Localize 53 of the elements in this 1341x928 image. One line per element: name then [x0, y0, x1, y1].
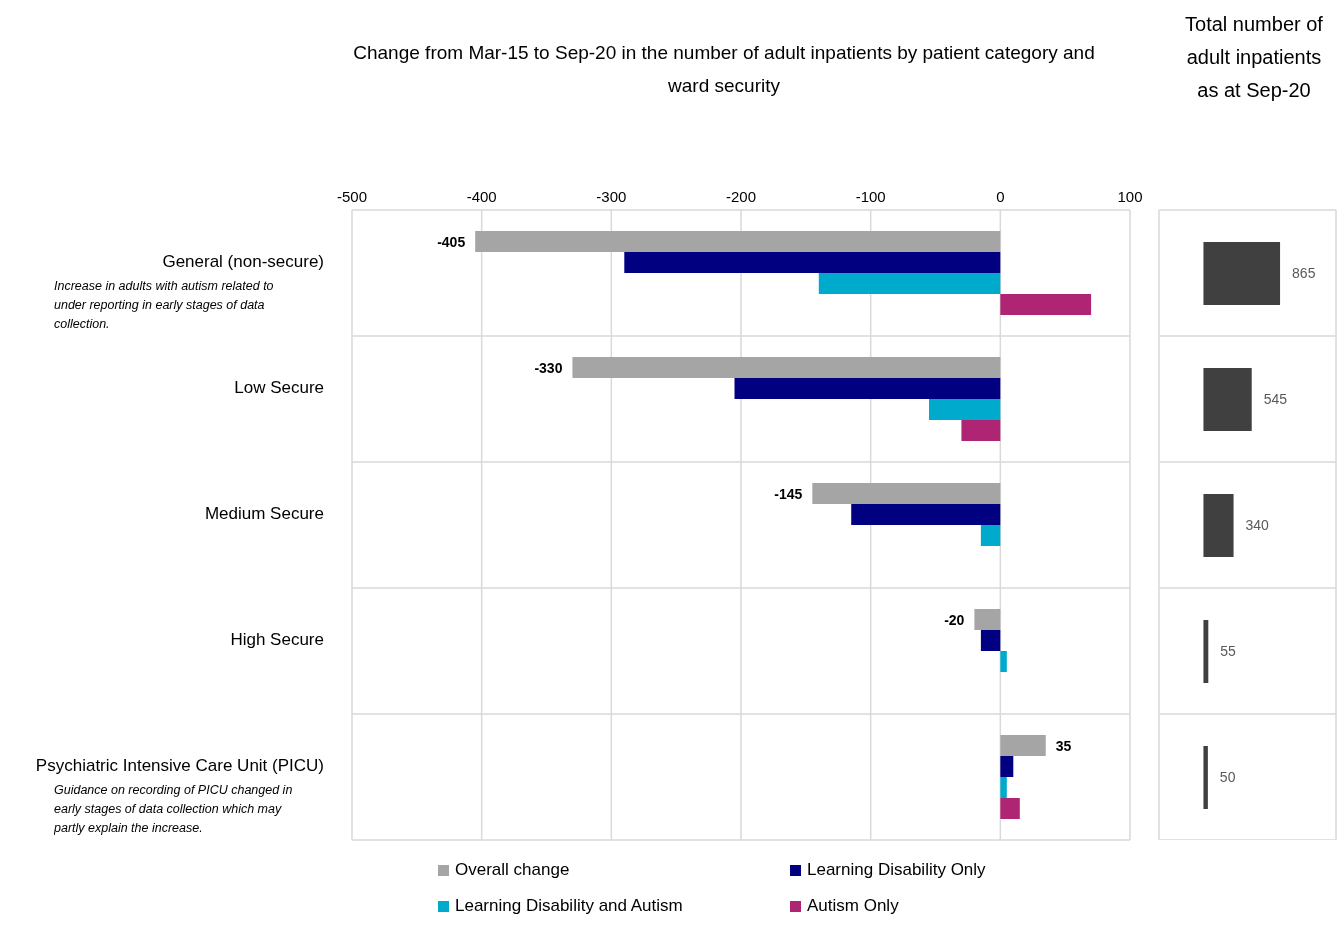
y-tick-label: Low Secure — [234, 378, 324, 397]
x-tick-label: 100 — [1117, 188, 1143, 205]
data-label: -20 — [944, 611, 965, 628]
chart-title: Change from Mar-15 to Sep-20 in the number of adult inpatients by patient category and ward security — [352, 41, 1096, 98]
bar — [961, 420, 1001, 441]
bar — [1000, 294, 1092, 315]
bar — [1000, 777, 1007, 798]
bar — [1000, 798, 1020, 819]
bar — [1203, 368, 1252, 431]
bar — [734, 378, 1001, 399]
x-tick-label: -400 — [466, 188, 497, 205]
data-label: 35 — [1055, 737, 1072, 754]
data-label: 55 — [1220, 643, 1237, 660]
legend-label: Learning Disability Only — [807, 860, 986, 880]
data-label: -145 — [774, 485, 803, 502]
bar — [1000, 735, 1046, 756]
text: Guidance on recording of PICU changed in early stages of data collection which may partly explain the increase. — [54, 782, 294, 837]
data-label: -330 — [534, 359, 563, 376]
data-label: 865 — [1292, 265, 1316, 282]
bar — [1203, 620, 1209, 683]
bar — [974, 609, 1001, 630]
bar — [1203, 494, 1234, 557]
bar — [980, 630, 1001, 651]
x-tick-label: -500 — [336, 188, 368, 205]
data-label: 340 — [1245, 517, 1270, 534]
bar — [475, 231, 1001, 252]
y-tick-label: Psychiatric Intensive Care Unit (PICU) — [35, 756, 324, 775]
text: Increase in adults with autism related to under reporting in early stages of data collection. — [54, 278, 275, 333]
x-tick-label: -200 — [725, 188, 757, 205]
bar — [572, 357, 1001, 378]
bar — [1203, 746, 1208, 809]
legend-label: Autism Only — [807, 896, 899, 916]
data-label: -405 — [437, 233, 466, 250]
data-label: 545 — [1263, 391, 1288, 408]
bar — [1203, 242, 1281, 305]
x-tick-label: 0 — [996, 188, 1005, 205]
bar — [851, 504, 1001, 525]
legend-label: Overall change — [455, 860, 570, 880]
y-tick-label: Medium Secure — [204, 504, 324, 523]
chart-title: Total number of adult inpatients as at Sep-20 — [1184, 12, 1324, 103]
bar — [929, 399, 1001, 420]
bar — [812, 483, 1001, 504]
data-label: 50 — [1219, 769, 1236, 786]
x-tick-label: -100 — [855, 188, 886, 205]
bar — [818, 273, 1001, 294]
bar — [624, 252, 1001, 273]
bar — [980, 525, 1001, 546]
bar — [1000, 651, 1007, 672]
bar — [1000, 756, 1014, 777]
x-tick-label: -300 — [596, 188, 627, 205]
legend-label: Learning Disability and Autism — [455, 896, 683, 916]
y-tick-label: High Secure — [230, 630, 324, 649]
y-tick-label: General (non-secure) — [162, 252, 324, 271]
